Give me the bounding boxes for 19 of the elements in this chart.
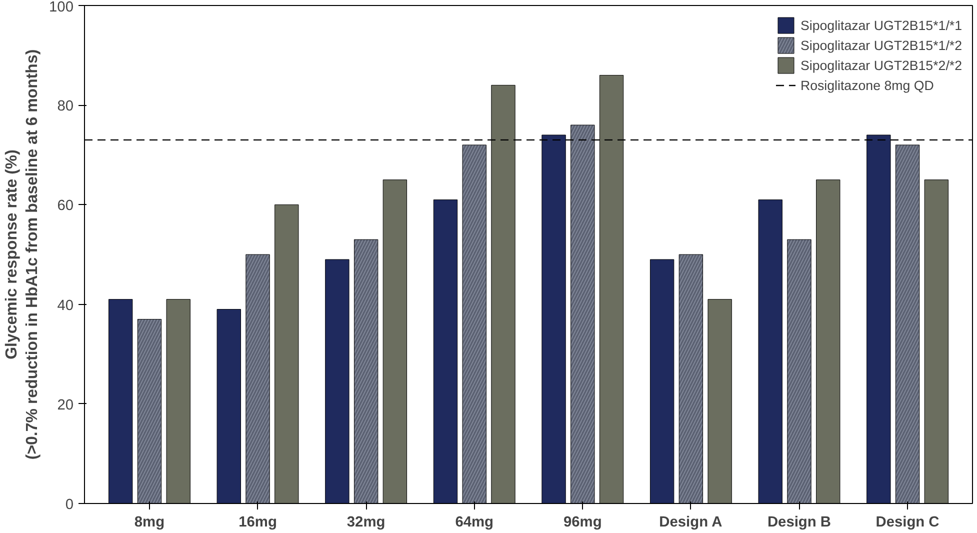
- x-tick-label: 64mg: [455, 514, 494, 530]
- legend-label: Rosiglitazone 8mg QD: [800, 78, 934, 92]
- y-tick-label: 20: [57, 397, 74, 414]
- x-tick-label: Design A: [659, 514, 723, 530]
- legend-label: Sipoglitazar UGT2B15*1/*2: [800, 38, 962, 52]
- legend-label: Sipoglitazar UGT2B15*2/*2: [800, 58, 962, 72]
- x-tick-label: Design B: [767, 514, 832, 530]
- x-tick-label: 16mg: [238, 514, 277, 530]
- y-tick-label: 100: [49, 0, 74, 16]
- y-tick-label: 80: [57, 98, 74, 115]
- x-tick-label: Design C: [876, 514, 940, 530]
- y-tick-label: 40: [57, 298, 74, 314]
- y-tick-label: 60: [57, 198, 74, 214]
- x-tick-label: 8mg: [134, 514, 165, 530]
- legend-label: Sipoglitazar UGT2B15*1/*1: [800, 18, 962, 32]
- y-tick-label: 0: [65, 497, 74, 513]
- x-tick-label: 96mg: [564, 514, 602, 530]
- x-tick-label: 32mg: [346, 514, 386, 530]
- y-axis-title: Glycemic response rate (%) (>0.7% reduction in HbA1c from baseline at 6 months): [4, 49, 42, 460]
